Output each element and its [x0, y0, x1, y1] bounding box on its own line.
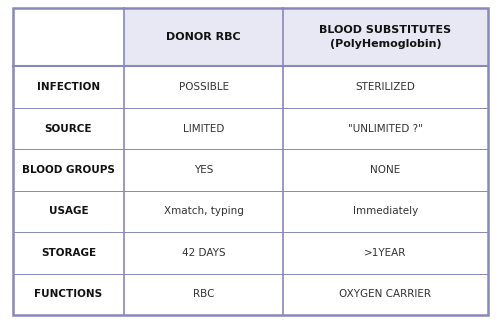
Bar [283, 67, 488, 315]
Text: USAGE: USAGE [48, 206, 88, 216]
Text: STERILIZED: STERILIZED [356, 82, 416, 92]
Text: >1YEAR: >1YEAR [364, 248, 406, 258]
Text: BLOOD GROUPS: BLOOD GROUPS [22, 165, 115, 175]
Text: RBC: RBC [193, 289, 214, 299]
Text: YES: YES [194, 165, 214, 175]
Text: INFECTION: INFECTION [37, 82, 100, 92]
Text: 42 DAYS: 42 DAYS [182, 248, 226, 258]
Bar [12, 8, 124, 315]
Text: Immediately: Immediately [353, 206, 418, 216]
Text: BLOOD SUBSTITUTES
(PolyHemoglobin): BLOOD SUBSTITUTES (PolyHemoglobin) [320, 25, 452, 49]
Text: STORAGE: STORAGE [41, 248, 96, 258]
Bar [283, 8, 488, 67]
Text: POSSIBLE: POSSIBLE [178, 82, 229, 92]
Text: NONE: NONE [370, 165, 400, 175]
Text: DONOR RBC: DONOR RBC [166, 32, 241, 42]
Text: SOURCE: SOURCE [44, 123, 92, 133]
Text: "UNLIMITED ?": "UNLIMITED ?" [348, 123, 423, 133]
Text: LIMITED: LIMITED [183, 123, 224, 133]
Text: FUNCTIONS: FUNCTIONS [34, 289, 102, 299]
Bar [124, 8, 283, 67]
Text: Xmatch, typing: Xmatch, typing [164, 206, 244, 216]
Text: OXYGEN CARRIER: OXYGEN CARRIER [340, 289, 432, 299]
Bar [124, 67, 283, 315]
